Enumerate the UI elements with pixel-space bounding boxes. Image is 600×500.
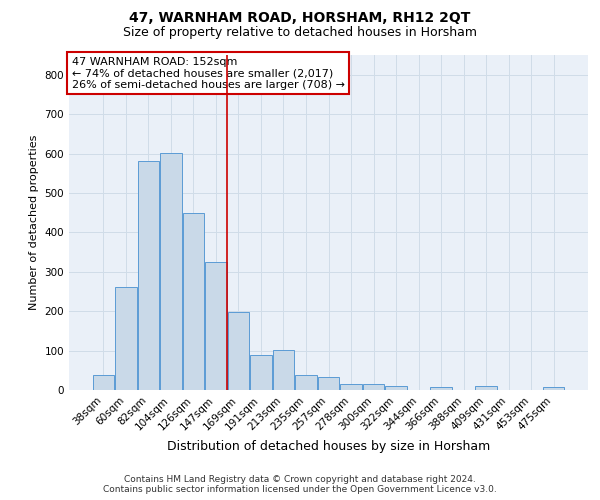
Bar [340,384,362,390]
Y-axis label: Number of detached properties: Number of detached properties [29,135,39,310]
Bar [92,375,114,390]
X-axis label: Distribution of detached houses by size in Horsham: Distribution of detached houses by size … [167,440,490,453]
Bar [182,212,204,390]
Bar [385,386,407,390]
Text: 47 WARNHAM ROAD: 152sqm
← 74% of detached houses are smaller (2,017)
26% of semi: 47 WARNHAM ROAD: 152sqm ← 74% of detache… [71,56,344,90]
Bar [115,286,137,390]
Text: Size of property relative to detached houses in Horsham: Size of property relative to detached ho… [123,26,477,39]
Bar [273,350,294,390]
Bar [295,375,317,390]
Bar [250,355,272,390]
Bar [318,378,339,390]
Bar [228,312,249,390]
Bar [137,161,159,390]
Text: 47, WARNHAM ROAD, HORSHAM, RH12 2QT: 47, WARNHAM ROAD, HORSHAM, RH12 2QT [130,11,470,25]
Bar [363,384,384,390]
Bar [543,387,565,390]
Bar [475,386,497,390]
Bar [160,153,182,390]
Bar [205,262,227,390]
Bar [430,387,452,390]
Text: Contains HM Land Registry data © Crown copyright and database right 2024.
Contai: Contains HM Land Registry data © Crown c… [103,474,497,494]
